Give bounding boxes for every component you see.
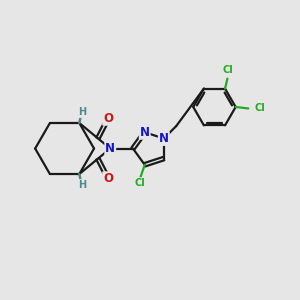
Text: N: N [159,132,169,145]
Text: O: O [103,112,113,125]
Text: N: N [105,142,115,155]
Text: Cl: Cl [135,178,146,188]
Text: H: H [78,107,86,117]
Text: Cl: Cl [222,65,233,75]
Text: N: N [140,126,150,139]
Text: Cl: Cl [255,103,266,113]
Text: O: O [103,172,113,185]
Text: H: H [78,180,86,190]
